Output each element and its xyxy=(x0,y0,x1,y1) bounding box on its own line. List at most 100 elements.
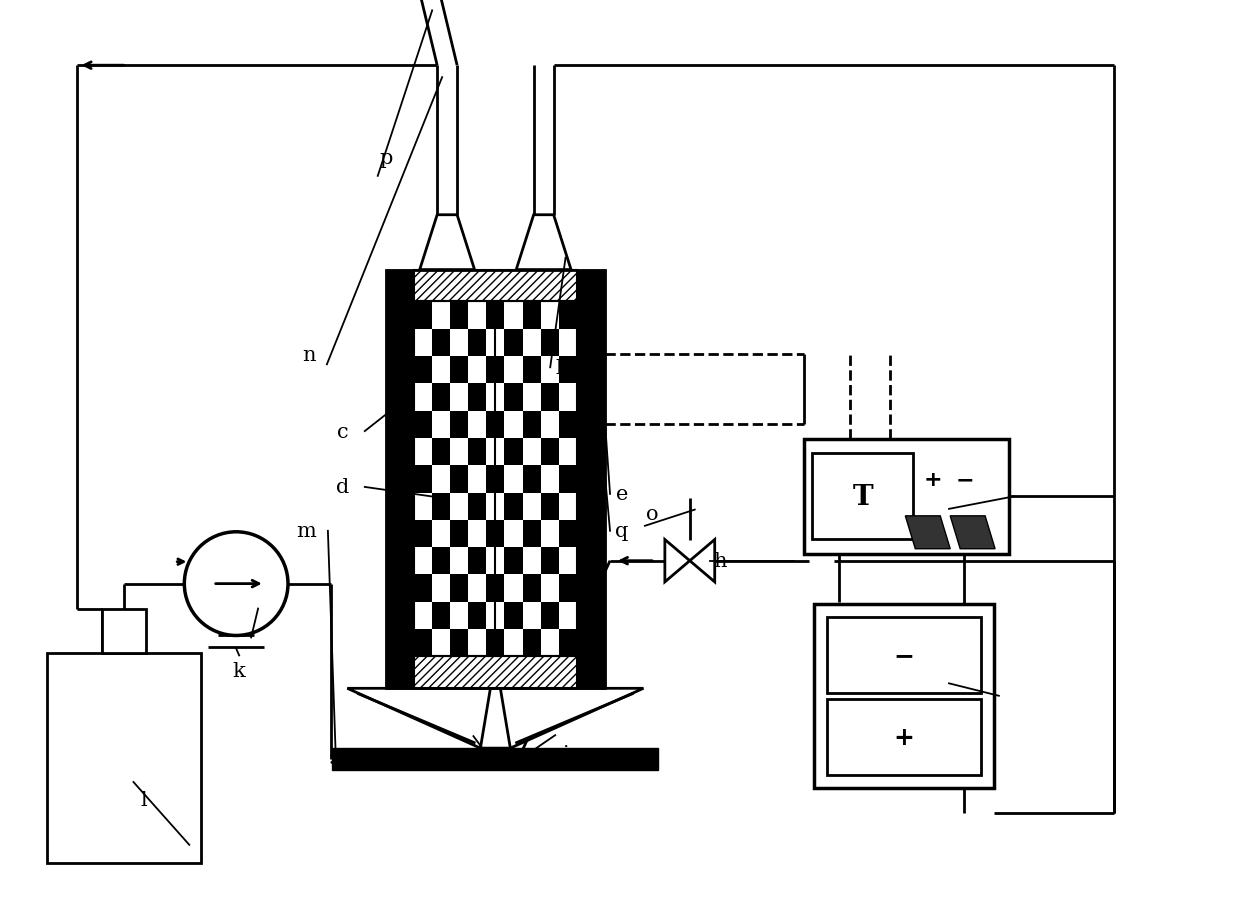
Bar xyxy=(486,357,505,384)
Bar xyxy=(486,411,505,438)
Bar xyxy=(414,630,432,657)
Bar xyxy=(450,548,469,575)
Bar xyxy=(522,329,541,357)
Bar xyxy=(505,302,522,329)
Bar xyxy=(505,575,522,602)
Bar xyxy=(414,466,432,494)
Bar xyxy=(414,438,432,466)
Bar xyxy=(469,548,486,575)
Bar xyxy=(469,466,486,494)
Bar xyxy=(469,494,486,520)
Bar xyxy=(486,548,505,575)
Bar xyxy=(469,630,486,657)
Text: +: + xyxy=(894,725,915,749)
Bar xyxy=(432,411,450,438)
Bar xyxy=(332,748,658,770)
Bar xyxy=(559,384,577,411)
Bar xyxy=(559,329,577,357)
Polygon shape xyxy=(516,215,572,270)
Bar xyxy=(505,630,522,657)
Bar xyxy=(505,438,522,466)
Bar xyxy=(469,357,486,384)
Bar xyxy=(541,602,559,630)
Bar xyxy=(414,384,432,411)
Bar xyxy=(450,329,469,357)
Text: q: q xyxy=(615,522,629,540)
Bar xyxy=(559,411,577,438)
Bar xyxy=(386,270,605,688)
Bar xyxy=(450,630,469,657)
Bar xyxy=(432,602,450,630)
Bar xyxy=(432,548,450,575)
Bar xyxy=(559,520,577,548)
Bar xyxy=(559,602,577,630)
Bar xyxy=(450,494,469,520)
Text: k: k xyxy=(233,661,246,680)
Bar xyxy=(559,357,577,384)
Bar xyxy=(414,520,432,548)
Bar xyxy=(541,357,559,384)
Bar xyxy=(469,302,486,329)
Text: b: b xyxy=(556,358,569,378)
Text: e: e xyxy=(616,485,629,504)
Bar xyxy=(559,466,577,494)
Text: +: + xyxy=(924,470,942,490)
Text: n: n xyxy=(303,346,316,365)
Bar xyxy=(432,520,450,548)
Bar xyxy=(486,466,505,494)
Bar xyxy=(815,604,994,789)
Bar xyxy=(486,384,505,411)
Text: d: d xyxy=(336,478,350,497)
Text: T: T xyxy=(853,483,873,510)
Bar xyxy=(414,575,432,602)
Bar xyxy=(505,384,522,411)
Bar xyxy=(486,602,505,630)
Bar xyxy=(522,520,541,548)
Bar xyxy=(812,454,914,539)
Bar xyxy=(541,630,559,657)
Bar xyxy=(469,384,486,411)
Text: a: a xyxy=(472,747,485,766)
Text: h: h xyxy=(713,551,727,571)
Bar xyxy=(522,384,541,411)
Bar xyxy=(541,438,559,466)
Text: p: p xyxy=(379,149,392,168)
Bar xyxy=(559,575,577,602)
Bar xyxy=(559,438,577,466)
Bar xyxy=(505,466,522,494)
Bar xyxy=(486,438,505,466)
Bar xyxy=(486,302,505,329)
Bar xyxy=(469,411,486,438)
Bar xyxy=(432,302,450,329)
Bar xyxy=(102,609,146,653)
Bar xyxy=(414,270,577,302)
Text: −: − xyxy=(894,643,915,667)
Bar xyxy=(522,602,541,630)
Bar xyxy=(486,575,505,602)
Bar xyxy=(559,548,577,575)
Bar xyxy=(522,466,541,494)
Bar xyxy=(486,630,505,657)
Bar xyxy=(522,630,541,657)
Bar xyxy=(522,302,541,329)
Bar xyxy=(577,270,605,688)
Bar xyxy=(505,494,522,520)
Bar xyxy=(541,520,559,548)
Bar xyxy=(432,630,450,657)
Text: o: o xyxy=(646,505,658,524)
Polygon shape xyxy=(905,516,950,550)
Bar xyxy=(414,302,432,329)
Text: m: m xyxy=(296,522,316,540)
Bar xyxy=(827,699,981,776)
Bar xyxy=(450,438,469,466)
Bar xyxy=(414,548,432,575)
Bar xyxy=(505,411,522,438)
Polygon shape xyxy=(950,516,994,550)
Bar xyxy=(432,357,450,384)
Bar xyxy=(386,270,414,688)
Bar xyxy=(414,329,432,357)
Bar xyxy=(469,520,486,548)
Bar xyxy=(522,357,541,384)
Polygon shape xyxy=(665,540,689,583)
Bar xyxy=(541,548,559,575)
